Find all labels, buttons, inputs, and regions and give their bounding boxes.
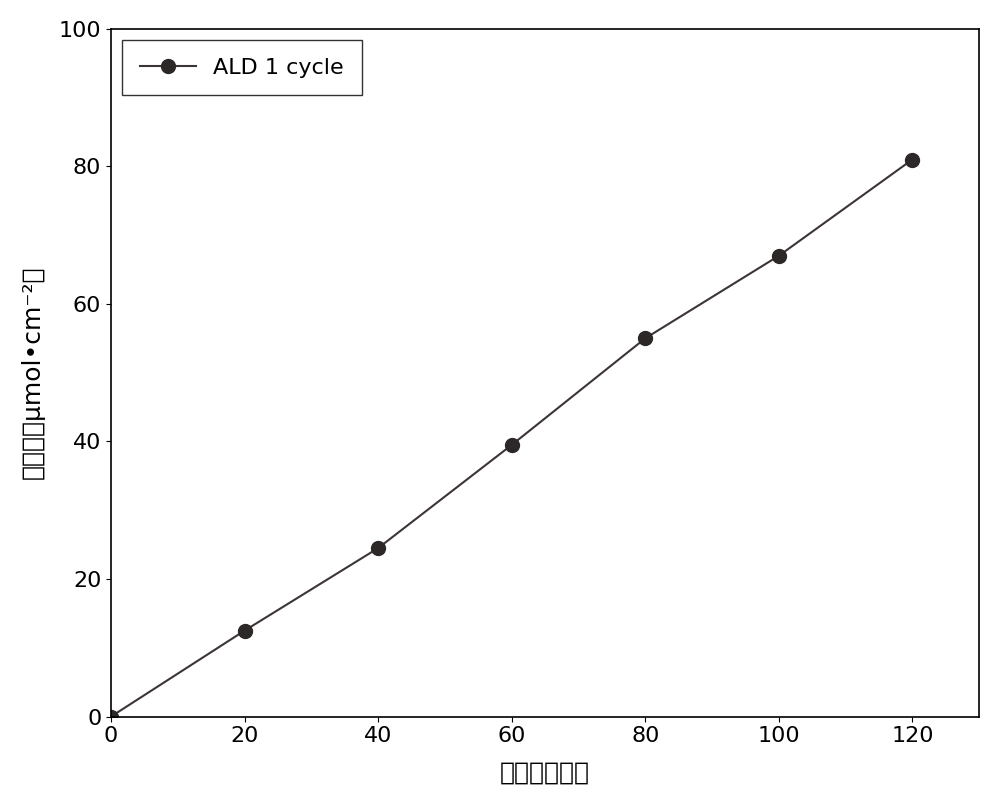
ALD 1 cycle: [239, 625, 251, 635]
ALD 1 cycle: [506, 440, 518, 450]
ALD 1 cycle: [372, 543, 384, 553]
Line: ALD 1 cycle: ALD 1 cycle: [104, 153, 919, 724]
Legend: ALD 1 cycle: ALD 1 cycle: [122, 40, 362, 96]
ALD 1 cycle: [105, 712, 117, 721]
ALD 1 cycle: [639, 333, 651, 343]
Y-axis label: 产氢量（μmol•cm⁻²）: 产氢量（μmol•cm⁻²）: [21, 266, 45, 480]
ALD 1 cycle: [906, 155, 918, 164]
X-axis label: 时间（分钟）: 时间（分钟）: [500, 760, 590, 784]
ALD 1 cycle: [773, 251, 785, 261]
